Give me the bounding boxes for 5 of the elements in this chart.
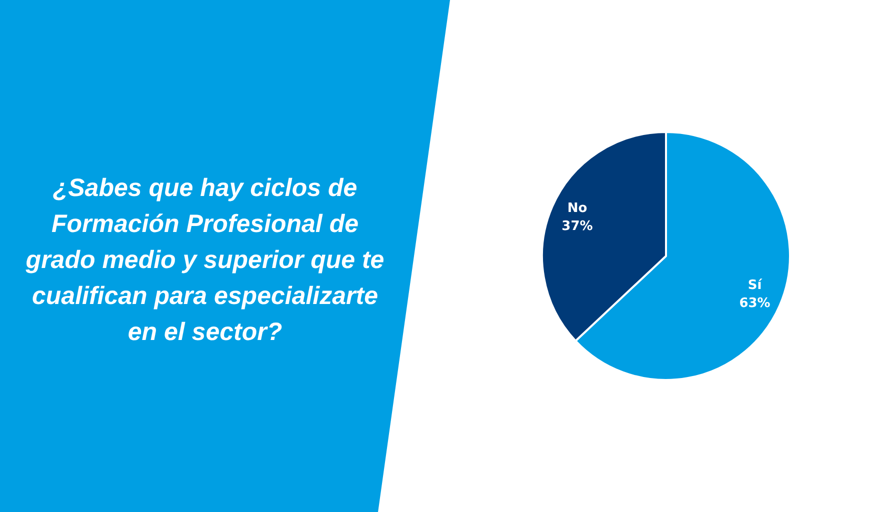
data-label: 37% xyxy=(562,218,593,234)
text: ¿Sabes que hay ciclos de Formación Profesional de grado medio y superior que te cualifican para especializarte en el sector? xyxy=(24,173,386,348)
data-label: 63% xyxy=(739,296,770,311)
slice-label: No xyxy=(567,200,588,216)
slice-label: Sí xyxy=(748,278,764,293)
